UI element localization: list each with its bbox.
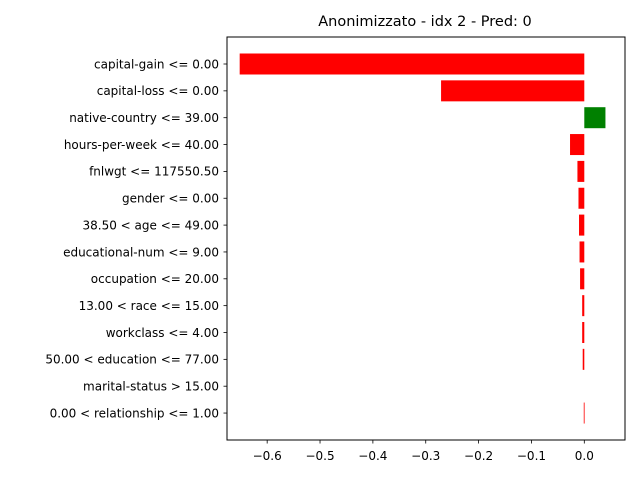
y-tick-labels: capital-gain <= 0.00 capital-loss <= 0.00… [45,57,227,420]
y-tick-label: capital-gain <= 0.00 [94,57,219,71]
bar [441,80,585,102]
y-tick-label: native-country <= 39.00 [69,111,219,125]
bar [582,295,585,317]
bar [583,402,585,424]
x-tick-label: −0.3 [411,449,440,463]
x-tick-label: −0.4 [358,449,387,463]
y-tick-label: 0.00 < relationship <= 1.00 [50,406,219,420]
y-tick-label: hours-per-week <= 40.00 [64,138,219,152]
y-tick-label: fnlwgt <= 117550.50 [89,165,219,179]
bar [570,134,585,156]
bar [580,268,585,290]
x-tick-label: −0.6 [253,449,282,463]
x-axis: −0.6 −0.5 −0.4 −0.3 −0.2 −0.1 0.0 [253,440,594,463]
bar [578,187,585,209]
bar [579,214,585,236]
x-tick-label: −0.2 [464,449,493,463]
y-tick-label: workclass <= 4.00 [106,326,219,340]
y-tick-label: educational-num <= 9.00 [63,245,219,259]
x-tick-label: −0.5 [305,449,334,463]
x-tick-label: 0.0 [575,449,594,463]
y-tick-label: gender <= 0.00 [122,192,219,206]
bar [577,160,585,182]
y-tick-label: 13.00 < race <= 15.00 [79,299,219,313]
y-tick-label: occupation <= 20.00 [91,272,219,286]
bar [582,322,585,343]
bar [582,348,585,370]
chart-title: Anonimizzato - idx 2 - Pred: 0 [318,14,532,30]
y-tick-label: 50.00 < education <= 77.00 [45,353,219,367]
x-tick-label: −0.1 [517,449,546,463]
plot-frame [226,36,626,441]
y-tick-label: capital-loss <= 0.00 [97,84,219,98]
bar [579,241,585,263]
bars-group [239,53,606,424]
bar [584,107,606,129]
bar [239,53,585,75]
y-tick-label: marital-status > 15.00 [83,380,219,394]
y-tick-label: 38.50 < age <= 49.00 [83,218,219,232]
